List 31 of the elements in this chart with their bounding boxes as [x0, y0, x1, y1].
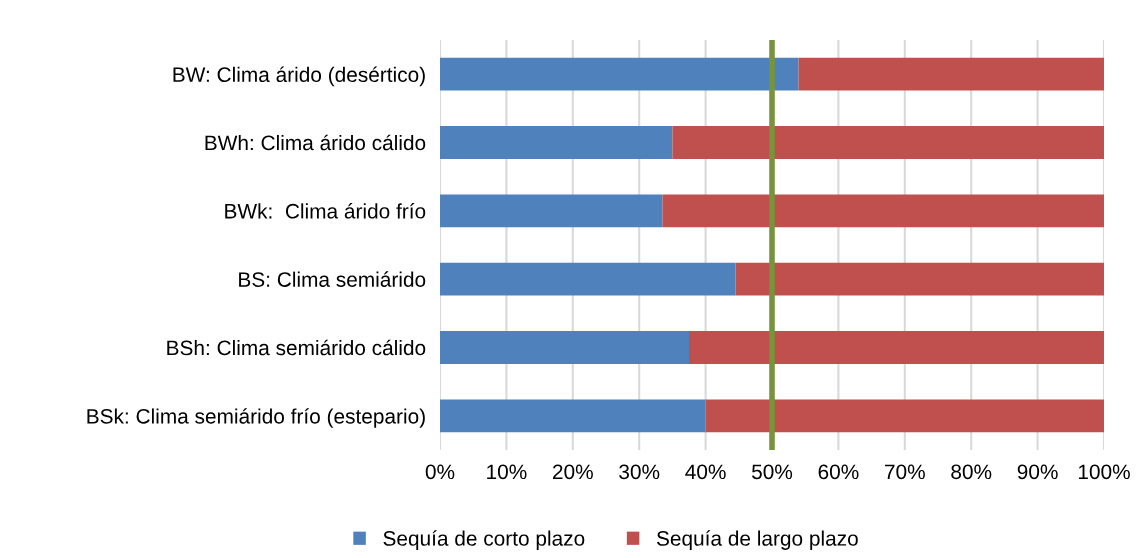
- x-tick-label: 40%: [685, 464, 726, 480]
- bar: [798, 57, 1104, 91]
- legend-label: Sequía de corto plazo: [383, 530, 585, 550]
- bar: [440, 126, 673, 159]
- x-tick-label: 0%: [425, 464, 455, 480]
- x-tick-label: 80%: [951, 464, 992, 480]
- bar: [705, 399, 1104, 433]
- x-tick-label: 90%: [1017, 464, 1058, 480]
- legend-label: Sequía de largo plazo: [656, 530, 858, 550]
- bar: [440, 262, 736, 296]
- y-tick-label: BSh: Clima semiárido cálido: [167, 339, 426, 356]
- x-tick-label: 70%: [885, 464, 925, 480]
- bar: [689, 331, 1104, 364]
- bar: [440, 331, 689, 364]
- bar: [735, 262, 1104, 296]
- bar: [440, 57, 799, 91]
- x-tick-label: 50%: [751, 464, 793, 480]
- bar: [440, 399, 706, 433]
- x-tick-label: 100%: [1078, 464, 1130, 480]
- x-tick-label: 10%: [487, 464, 527, 480]
- y-tick-label: BWk: Clima árido frío: [225, 203, 426, 219]
- x-tick-label: 20%: [553, 464, 593, 480]
- y-tick-label: BSk: Clima semiárido frío (estepario): [87, 408, 425, 428]
- bar: [672, 126, 1104, 159]
- x-tick-label: 60%: [818, 464, 859, 480]
- y-tick-label: BWh: Clima árido cálido: [205, 134, 426, 151]
- x-tick-label: 30%: [619, 464, 660, 480]
- y-tick-label: BS: Clima semiárido: [239, 271, 426, 287]
- bar: [440, 194, 663, 228]
- bar: [662, 194, 1104, 228]
- y-tick-label: BW: Clima árido (desértico): [173, 66, 425, 87]
